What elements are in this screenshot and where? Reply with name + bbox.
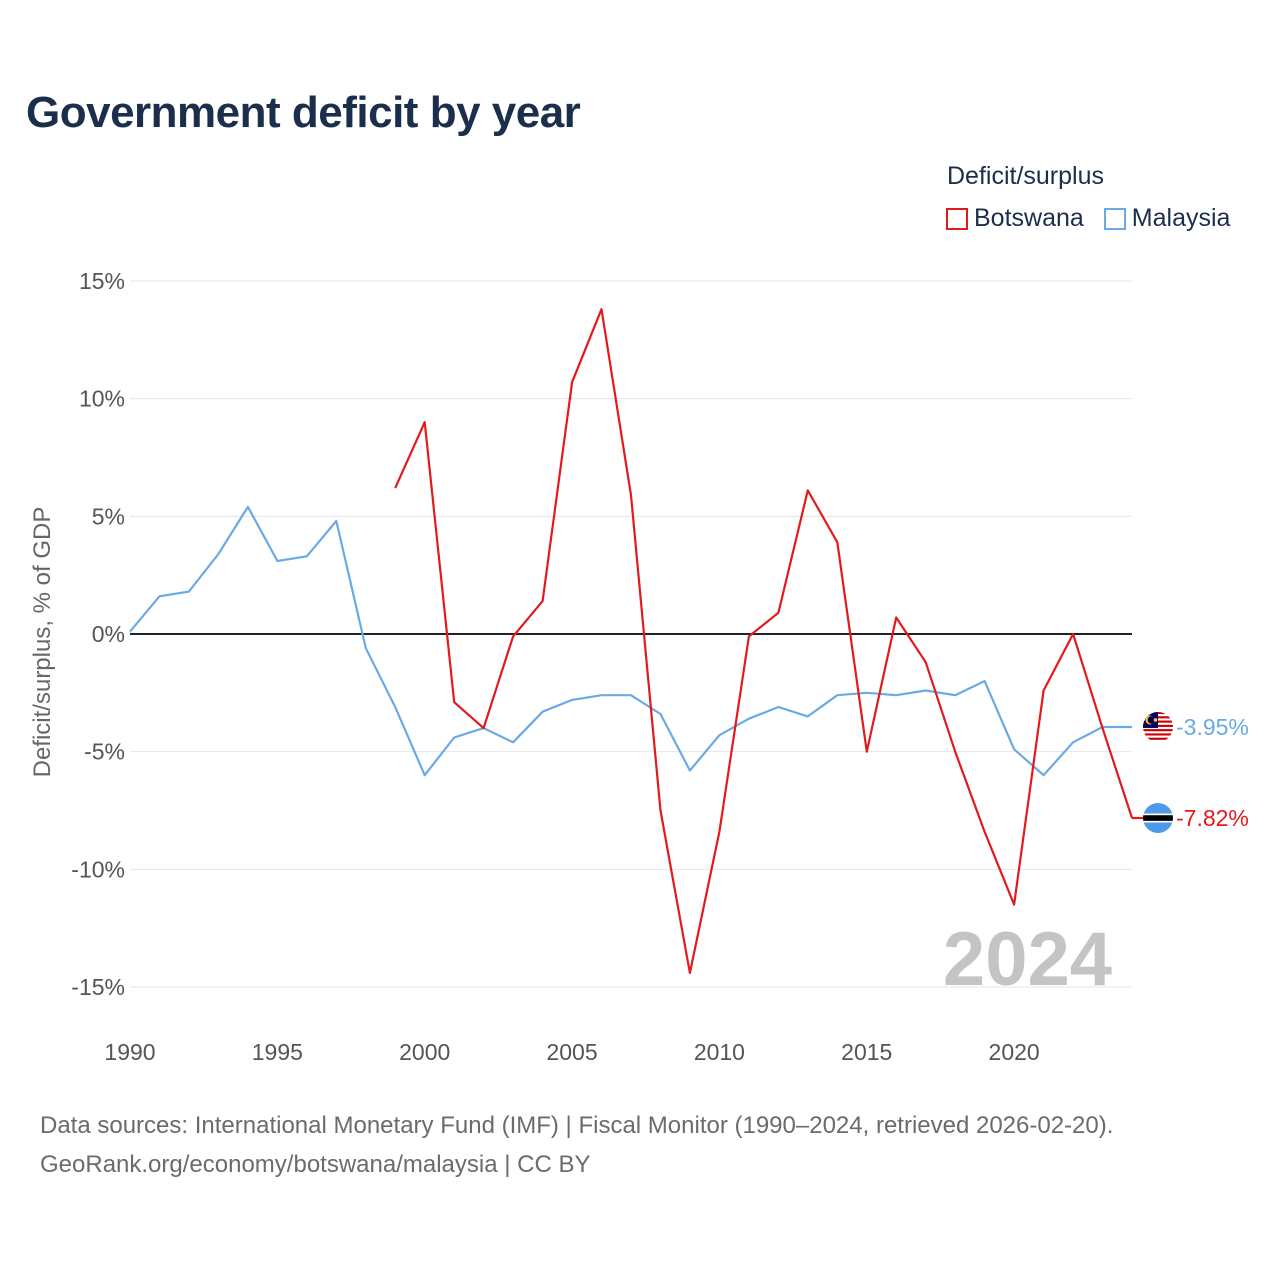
x-tick-label: 2000	[399, 1039, 450, 1065]
x-axis-ticks: 1990 1995 2000 2005 2010 2015 2020	[104, 1039, 1039, 1065]
y-axis-ticks: 15% 10% 5% 0% -5% -10% -15%	[71, 268, 125, 1000]
y-tick-label: -5%	[84, 739, 125, 765]
series-line-malaysia[interactable]	[129, 505, 1132, 777]
y-tick-label: 15%	[79, 268, 125, 294]
series-line-botswana[interactable]	[394, 308, 1134, 975]
legend: Botswana Malaysia	[946, 204, 1230, 233]
end-markers: -3.95% -7.82%	[1132, 711, 1249, 834]
y-tick-label: 5%	[92, 503, 125, 529]
data-sources: Data sources: International Monetary Fun…	[40, 1106, 1113, 1184]
malaysia-flag-icon	[1143, 711, 1173, 742]
y-tick-label: 10%	[79, 386, 125, 412]
botswana-flag-icon	[1143, 803, 1173, 834]
y-tick-label: 0%	[92, 621, 125, 647]
x-tick-label: 2005	[546, 1039, 597, 1065]
y-axis-label: Deficit/surplus, % of GDP	[29, 507, 56, 778]
legend-item-botswana[interactable]: Botswana	[946, 204, 1084, 233]
legend-title: Deficit/surplus	[947, 162, 1104, 190]
malaysia-end-label: -3.95%	[1176, 714, 1249, 740]
gridlines	[130, 280, 1132, 988]
x-tick-label: 1995	[252, 1039, 303, 1065]
sources-line-1: Data sources: International Monetary Fun…	[40, 1112, 1114, 1139]
chart-title: Government deficit by year	[26, 88, 581, 137]
x-tick-label: 2015	[841, 1039, 892, 1065]
legend-label-malaysia: Malaysia	[1131, 204, 1231, 232]
legend-label-botswana: Botswana	[974, 204, 1084, 232]
year-watermark: 2024	[943, 917, 1112, 1002]
botswana-end-label: -7.82%	[1176, 805, 1249, 831]
legend-swatch-botswana	[946, 207, 968, 230]
y-tick-label: -10%	[71, 856, 125, 882]
x-tick-label: 1990	[104, 1039, 155, 1065]
legend-item-malaysia[interactable]: Malaysia	[1103, 204, 1231, 233]
series-lines	[129, 308, 1134, 975]
sources-line-2[interactable]: GeoRank.org/economy/botswana/malaysia | …	[40, 1151, 591, 1178]
legend-swatch-malaysia	[1103, 207, 1126, 230]
x-tick-label: 2020	[989, 1039, 1040, 1065]
y-tick-label: -15%	[71, 974, 125, 1000]
x-tick-label: 2010	[694, 1039, 745, 1065]
